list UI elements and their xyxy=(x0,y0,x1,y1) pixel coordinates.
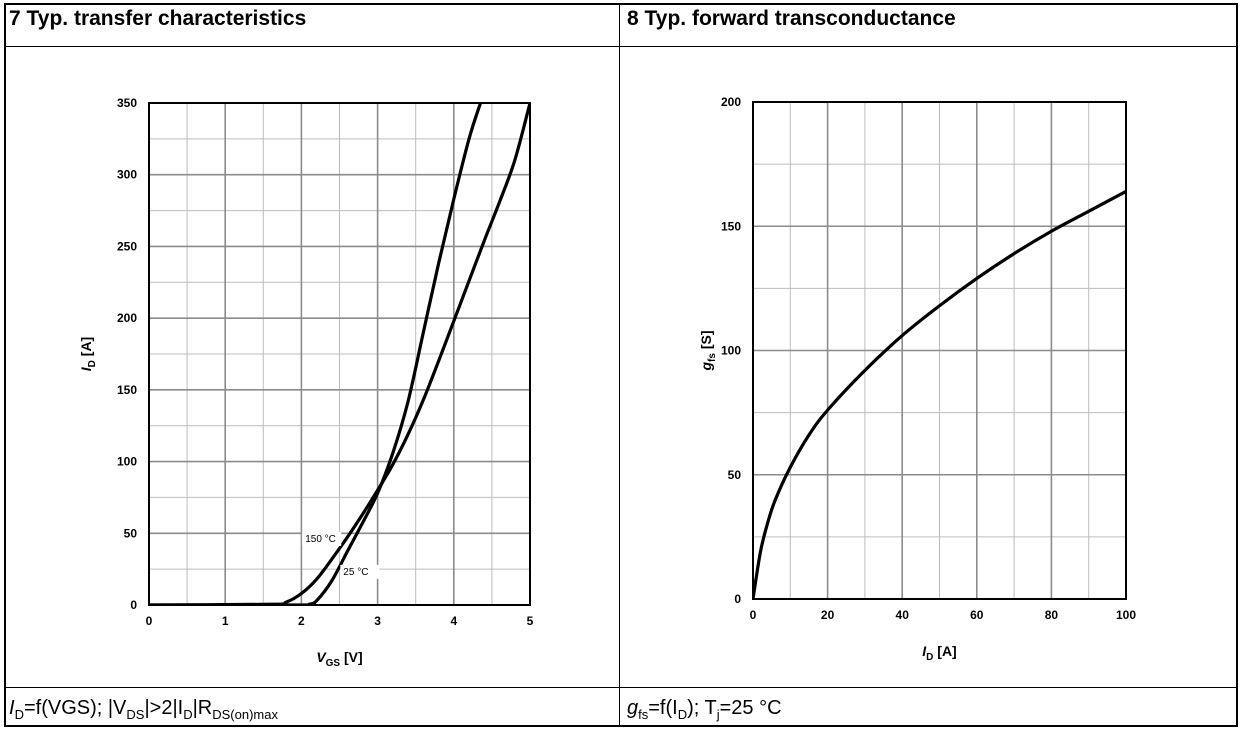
caption-text: I xyxy=(9,697,15,719)
series-label: 25 °C xyxy=(343,567,368,578)
x-tick-label: 100 xyxy=(1116,608,1136,622)
y-axis-label: ID [A] xyxy=(78,337,98,371)
y-axis-label-symbol: I xyxy=(78,366,94,371)
caption-text: j xyxy=(716,707,720,722)
x-tick-label: 5 xyxy=(527,614,534,628)
x-axis-label-subscript: D xyxy=(926,652,933,663)
caption-text: =25 °C xyxy=(719,697,782,719)
table-border-left xyxy=(4,3,6,727)
x-axis-label-subscript: GS xyxy=(326,658,341,669)
left-panel-caption: ID=f(VGS); |VDS|>2|ID|RDS(on)max xyxy=(9,697,278,722)
x-tick-label: 0 xyxy=(146,614,153,628)
y-tick-label: 200 xyxy=(721,95,741,109)
plot-frame xyxy=(752,101,1127,600)
series-line-2 xyxy=(149,102,482,606)
x-tick-label: 80 xyxy=(1045,608,1059,622)
y-tick-label: 50 xyxy=(728,468,742,482)
y-tick-label: 100 xyxy=(117,455,137,469)
table-border-right xyxy=(1236,3,1238,727)
x-tick-label: 40 xyxy=(896,608,910,622)
y-axis-label-symbol: g xyxy=(698,362,714,372)
plot-frame xyxy=(148,102,531,606)
y-tick-label: 150 xyxy=(117,383,137,397)
y-tick-label: 350 xyxy=(117,96,137,110)
y-tick-label: 150 xyxy=(721,219,741,233)
table-border-top xyxy=(4,3,1238,5)
series-line-1 xyxy=(753,190,1126,600)
x-tick-label: 1 xyxy=(222,614,229,628)
y-axis-label-unit: [A] xyxy=(78,337,94,360)
table-divider-caption xyxy=(4,687,1238,688)
y-tick-label: 0 xyxy=(130,598,137,612)
y-axis-label-subscript: fs xyxy=(707,353,718,362)
y-tick-label: 250 xyxy=(117,239,137,253)
y-tick-label: 300 xyxy=(117,168,137,182)
caption-text: =f(I xyxy=(648,697,678,719)
x-axis-label-symbol: V xyxy=(316,649,327,665)
x-axis-label: ID [A] xyxy=(922,643,956,663)
caption-text: D xyxy=(183,707,193,722)
caption-text: D xyxy=(14,707,24,722)
x-axis-label-symbol: I xyxy=(922,643,927,659)
right-panel-title: 8 Typ. forward transconductance xyxy=(627,7,956,30)
figure-table xyxy=(4,3,1238,727)
x-tick-label: 3 xyxy=(374,614,381,628)
table-divider-header xyxy=(4,46,1238,47)
caption-text: D xyxy=(677,707,688,722)
x-axis-label: VGS [V] xyxy=(316,649,362,669)
y-tick-label: 0 xyxy=(734,592,741,606)
y-tick-label: 200 xyxy=(117,311,137,325)
x-tick-label: 2 xyxy=(298,614,305,628)
left-panel-title: 7 Typ. transfer characteristics xyxy=(9,7,307,30)
series-label-bg xyxy=(340,564,380,579)
series-label: 150 °C xyxy=(305,534,336,545)
y-axis-label: gfs [S] xyxy=(698,330,718,371)
table-border-bottom xyxy=(4,725,1238,727)
caption-text: =f(VGS); |V xyxy=(23,697,127,719)
caption-text: fs xyxy=(638,707,649,722)
y-tick-label: 100 xyxy=(721,344,741,358)
caption-text: |>2|I xyxy=(144,697,184,719)
y-axis-label-subscript: D xyxy=(87,360,98,367)
y-tick-label: 50 xyxy=(124,526,138,540)
y-axis-label-unit: [S] xyxy=(698,330,714,353)
caption-text: ); T xyxy=(687,697,717,719)
table-divider-middle xyxy=(619,3,620,727)
caption-text: DS(on)max xyxy=(212,707,278,722)
x-axis-label-unit: [V] xyxy=(340,649,363,665)
right-panel-caption: gfs=f(ID); Tj=25 °C xyxy=(627,697,782,722)
caption-text: |R xyxy=(192,697,213,719)
x-tick-label: 60 xyxy=(970,608,984,622)
caption-text: g xyxy=(627,697,639,719)
x-tick-label: 4 xyxy=(450,614,457,628)
caption-text: DS xyxy=(126,707,145,722)
x-axis-label-unit: [A] xyxy=(933,643,956,659)
series-label-bg xyxy=(302,531,342,546)
series-line-1 xyxy=(149,102,530,606)
x-tick-label: 20 xyxy=(821,608,835,622)
x-tick-label: 0 xyxy=(750,608,757,622)
